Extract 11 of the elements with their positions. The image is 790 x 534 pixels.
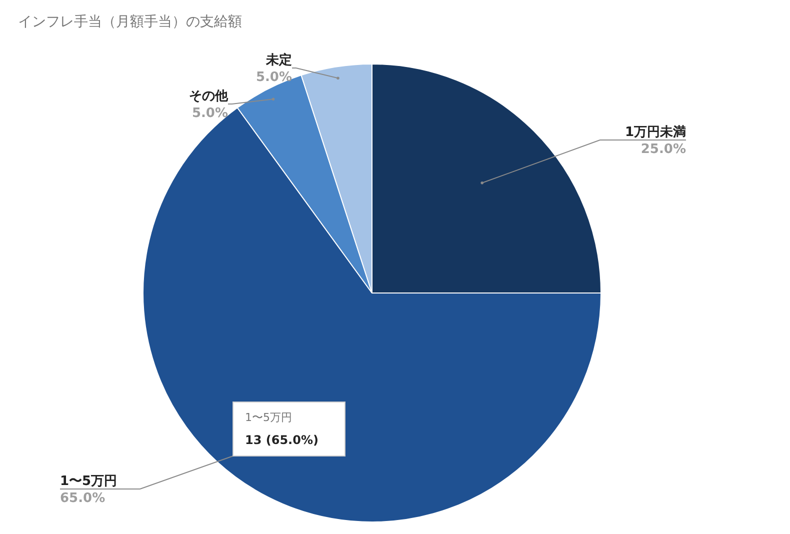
data-label: 25.0% — [640, 142, 686, 157]
slice-label: 1万円未満 — [624, 125, 686, 140]
slice-label: その他 — [189, 89, 229, 104]
data-label: 5.0% — [192, 106, 228, 121]
slice-label: 1〜5万円 — [60, 474, 118, 489]
data-label: 65.0% — [60, 491, 106, 506]
chart-title: インフレ手当（月額手当）の支給額 — [18, 14, 242, 30]
data-label: 5.0% — [256, 70, 292, 85]
text: 1〜5万円 — [245, 411, 292, 424]
text: 13 (65.0%) — [245, 433, 318, 447]
slice-label: 未定 — [265, 52, 292, 68]
